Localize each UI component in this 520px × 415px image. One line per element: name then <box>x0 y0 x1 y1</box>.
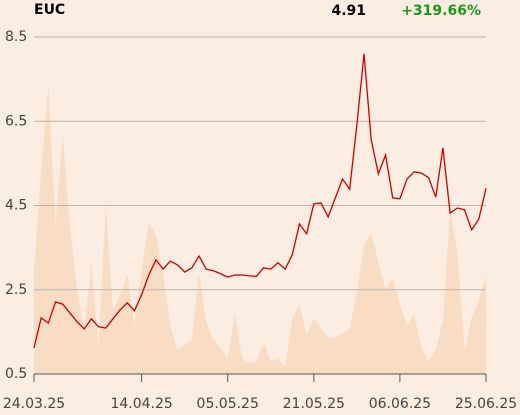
y-tick-label: 0.5 <box>5 366 27 382</box>
y-tick-label: 8.5 <box>5 29 27 45</box>
x-tick-label: 06.06.25 <box>369 396 431 412</box>
price-line <box>33 53 487 349</box>
change: +319.66% <box>401 3 481 19</box>
x-tick-label: 24.03.25 <box>3 396 65 412</box>
chart-title: EUC <box>34 2 65 18</box>
x-tick-label: 21.05.25 <box>283 396 345 412</box>
volume-area <box>34 85 486 375</box>
x-tick-label: 14.04.25 <box>110 396 172 412</box>
x-tick-label: 05.05.25 <box>197 396 259 412</box>
last-price: 4.91 <box>331 3 366 19</box>
x-tick-label: 25.06.25 <box>455 396 517 412</box>
y-tick-label: 2.5 <box>5 282 27 298</box>
y-tick-label: 6.5 <box>5 113 27 129</box>
y-tick-label: 4.5 <box>5 198 27 214</box>
